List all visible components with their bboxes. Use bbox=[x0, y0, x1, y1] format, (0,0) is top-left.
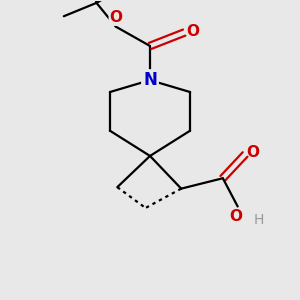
Text: O: O bbox=[109, 10, 122, 25]
Text: N: N bbox=[143, 71, 157, 89]
Text: O: O bbox=[230, 209, 243, 224]
Text: O: O bbox=[247, 146, 260, 160]
Text: H: H bbox=[254, 213, 264, 227]
Text: O: O bbox=[187, 24, 200, 39]
